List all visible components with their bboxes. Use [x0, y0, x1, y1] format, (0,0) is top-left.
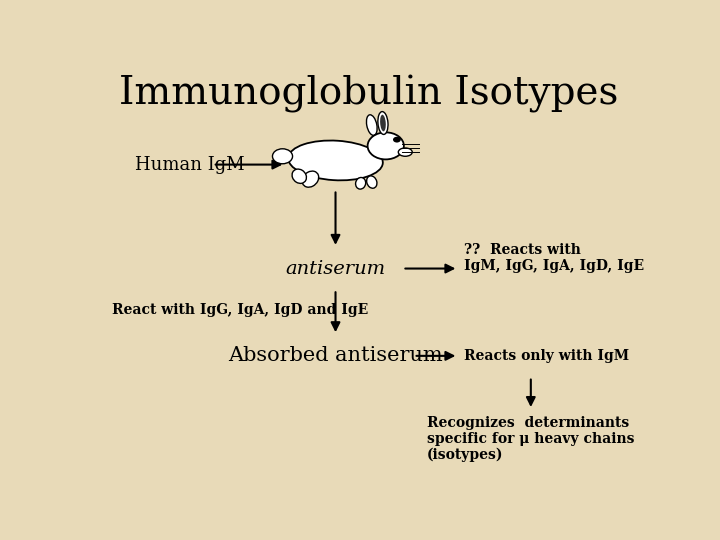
Ellipse shape — [366, 176, 377, 188]
Ellipse shape — [398, 148, 413, 156]
Ellipse shape — [356, 178, 366, 189]
Ellipse shape — [380, 114, 386, 131]
Ellipse shape — [378, 112, 388, 134]
Text: ??  Reacts with
IgM, IgG, IgA, IgD, IgE: ?? Reacts with IgM, IgG, IgA, IgD, IgE — [464, 243, 644, 273]
Ellipse shape — [302, 171, 319, 187]
Text: Reacts only with IgM: Reacts only with IgM — [464, 349, 629, 363]
Circle shape — [393, 137, 401, 143]
Text: Human IgM: Human IgM — [135, 156, 244, 173]
Circle shape — [272, 149, 292, 164]
Text: Immunoglobulin Isotypes: Immunoglobulin Isotypes — [120, 75, 618, 113]
Ellipse shape — [366, 115, 377, 136]
Text: antiserum: antiserum — [285, 260, 386, 278]
Text: Recognizes  determinants
specific for μ heavy chains
(isotypes): Recognizes determinants specific for μ h… — [427, 416, 634, 462]
Ellipse shape — [288, 140, 383, 180]
Text: Absorbed antiserum: Absorbed antiserum — [228, 346, 443, 366]
Ellipse shape — [368, 132, 404, 159]
Text: React with IgG, IgA, IgD and IgE: React with IgG, IgA, IgD and IgE — [112, 303, 369, 317]
Ellipse shape — [292, 169, 307, 184]
